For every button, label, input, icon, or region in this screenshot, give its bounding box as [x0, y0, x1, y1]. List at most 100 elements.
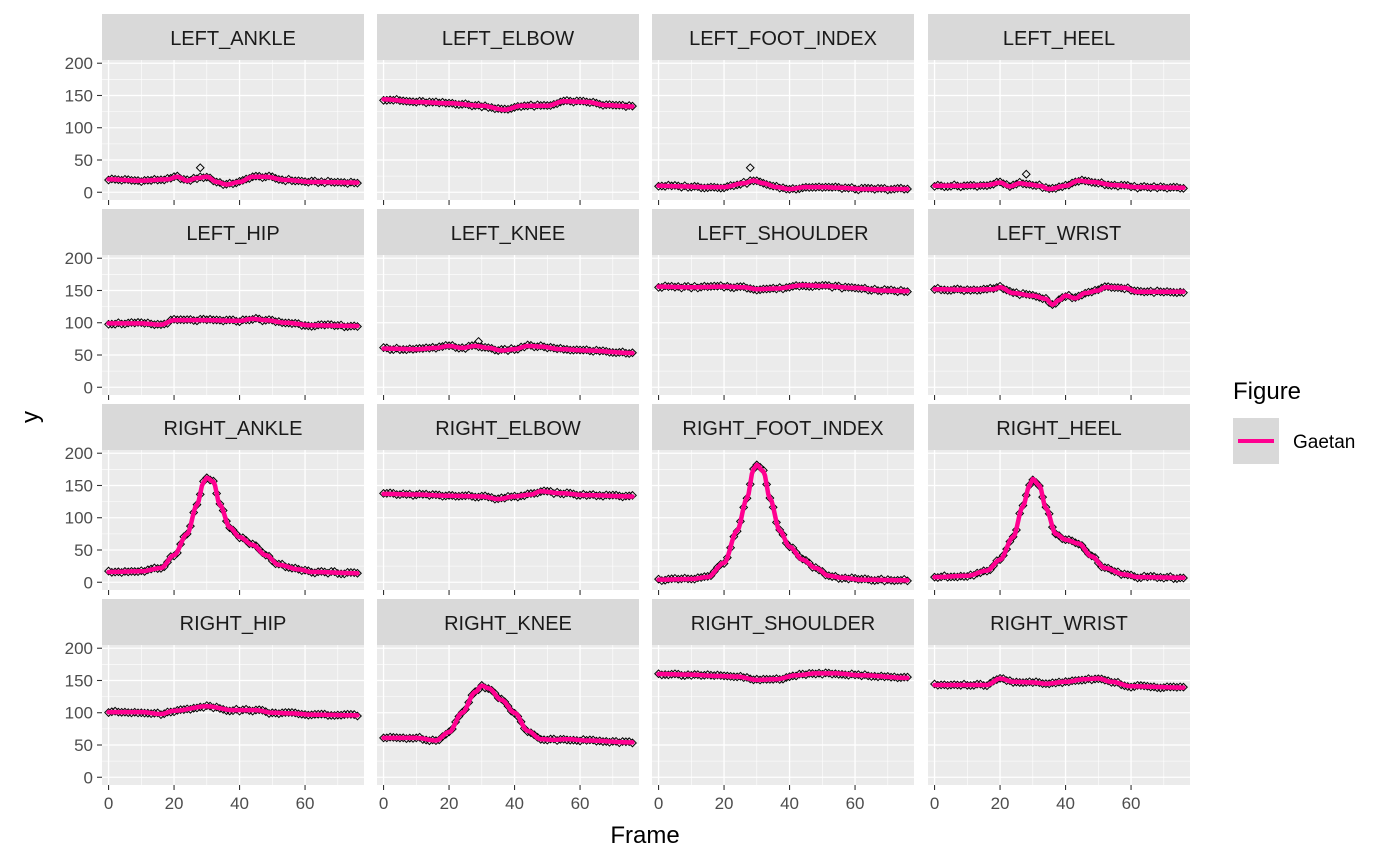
- facet-panels: LEFT_ANKLE LEFT_ELBOW LEFT_FOOT_INDEX LEFT_…: [102, 14, 1190, 785]
- series-line-right-knee: [381, 683, 635, 745]
- strip-left-shoulder: [652, 209, 914, 255]
- x-tick-label: 20: [440, 794, 459, 813]
- series-line-right-wrist: [932, 676, 1186, 690]
- facet-left-foot-index: LEFT_FOOT_INDEX: [652, 14, 914, 200]
- series-line-right-ankle: [106, 475, 360, 576]
- legend-title: Figure: [1233, 378, 1301, 405]
- y-tick-label: 0: [84, 183, 93, 202]
- strip-right-wrist: [928, 599, 1190, 645]
- y-tick-label: 200: [65, 249, 93, 268]
- strip-label: LEFT_FOOT_INDEX: [689, 28, 877, 50]
- x-tick-label: 60: [1122, 794, 1141, 813]
- y-tick-label: 50: [74, 151, 93, 170]
- facet-left-heel: LEFT_HEEL: [928, 14, 1190, 200]
- x-tick-label: 40: [505, 794, 524, 813]
- strip-right-ankle: [102, 404, 364, 450]
- strip-label: LEFT_HEEL: [1003, 28, 1115, 50]
- panel-background: [102, 450, 364, 590]
- panel-background: [652, 255, 914, 395]
- data-point: [385, 488, 395, 498]
- strip-label: RIGHT_HEEL: [996, 418, 1122, 440]
- panel-background: [377, 255, 639, 395]
- series-line-left-shoulder: [656, 283, 910, 294]
- strip-label: LEFT_KNEE: [451, 223, 565, 245]
- x-tick-label: 0: [104, 794, 113, 813]
- y-axis-title: y: [17, 411, 44, 423]
- strip-label: RIGHT_FOOT_INDEX: [682, 418, 883, 440]
- data-point: [379, 343, 389, 353]
- strip-right-heel: [928, 404, 1190, 450]
- series-line-right-shoulder: [656, 671, 910, 683]
- data-point: [532, 100, 542, 110]
- facet-right-elbow: RIGHT_ELBOW: [377, 404, 639, 590]
- facet-right-knee: RIGHT_KNEE: [377, 599, 639, 785]
- y-tick-label: 150: [65, 281, 93, 300]
- y-tick-label: 150: [65, 671, 93, 690]
- series-line-left-hip: [106, 316, 360, 329]
- strip-right-hip: [102, 599, 364, 645]
- series-line-left-elbow: [381, 97, 635, 112]
- strip-right-knee: [377, 599, 639, 645]
- strip-label: LEFT_ANKLE: [170, 28, 296, 50]
- panel-background: [377, 450, 639, 590]
- panel-background: [928, 645, 1190, 785]
- strip-label: RIGHT_ANKLE: [164, 418, 303, 440]
- data-point: [1139, 571, 1149, 581]
- panel-background: [928, 450, 1190, 590]
- strip-right-shoulder: [652, 599, 914, 645]
- x-tick-label: 40: [230, 794, 249, 813]
- y-tick-label: 100: [65, 119, 93, 138]
- strip-left-wrist: [928, 209, 1190, 255]
- strip-label: RIGHT_WRIST: [990, 613, 1128, 635]
- x-tick-label: 0: [654, 794, 663, 813]
- y-tick-label: 200: [65, 444, 93, 463]
- y-tick-label: 0: [84, 768, 93, 787]
- data-point: [199, 314, 209, 324]
- panel-background: [652, 450, 914, 590]
- y-tick-label: 0: [84, 378, 93, 397]
- series-line-left-wrist: [932, 285, 1186, 307]
- y-tick-label: 0: [84, 573, 93, 592]
- strip-label: RIGHT_SHOULDER: [691, 613, 875, 635]
- panel-background: [928, 60, 1190, 200]
- strip-left-ankle: [102, 14, 364, 60]
- x-tick-label: 0: [379, 794, 388, 813]
- series-line-right-heel: [932, 476, 1186, 580]
- x-tick-label: 60: [571, 794, 590, 813]
- strip-label: RIGHT_KNEE: [444, 613, 572, 635]
- legend: Figure Gaetan: [1233, 378, 1355, 464]
- facet-left-hip: LEFT_HIP: [102, 209, 364, 395]
- facet-left-shoulder: LEFT_SHOULDER: [652, 209, 914, 395]
- strip-left-hip: [102, 209, 364, 255]
- strip-label: LEFT_ELBOW: [442, 28, 574, 50]
- x-tick-label: 60: [296, 794, 315, 813]
- data-point: [627, 490, 637, 500]
- y-tick-label: 50: [74, 346, 93, 365]
- panel-background: [652, 645, 914, 785]
- x-tick-label: 20: [991, 794, 1010, 813]
- x-tick-label: 40: [780, 794, 799, 813]
- y-tick-label: 200: [65, 639, 93, 658]
- facet-right-ankle: RIGHT_ANKLE: [102, 404, 364, 590]
- strip-label: RIGHT_HIP: [180, 613, 287, 635]
- strip-left-foot-index: [652, 14, 914, 60]
- facet-left-elbow: LEFT_ELBOW: [377, 14, 639, 200]
- outlier-point: [1021, 169, 1031, 179]
- series-line-left-heel: [932, 178, 1186, 192]
- facet-right-shoulder: RIGHT_SHOULDER: [652, 599, 914, 785]
- data-point: [523, 340, 533, 350]
- series-line-left-foot-index: [656, 178, 910, 192]
- series-line-right-hip: [106, 704, 360, 718]
- series-line-right-foot-index: [656, 462, 910, 583]
- outlier-point: [745, 163, 755, 173]
- strip-left-elbow: [377, 14, 639, 60]
- y-tick-label: 100: [65, 704, 93, 723]
- strip-label: LEFT_SHOULDER: [697, 223, 868, 245]
- y-tick-label: 150: [65, 476, 93, 495]
- panel-background: [102, 60, 364, 200]
- x-tick-label: 0: [930, 794, 939, 813]
- facet-right-heel: RIGHT_HEEL: [928, 404, 1190, 590]
- facet-right-foot-index: RIGHT_FOOT_INDEX: [652, 404, 914, 590]
- y-tick-label: 100: [65, 509, 93, 528]
